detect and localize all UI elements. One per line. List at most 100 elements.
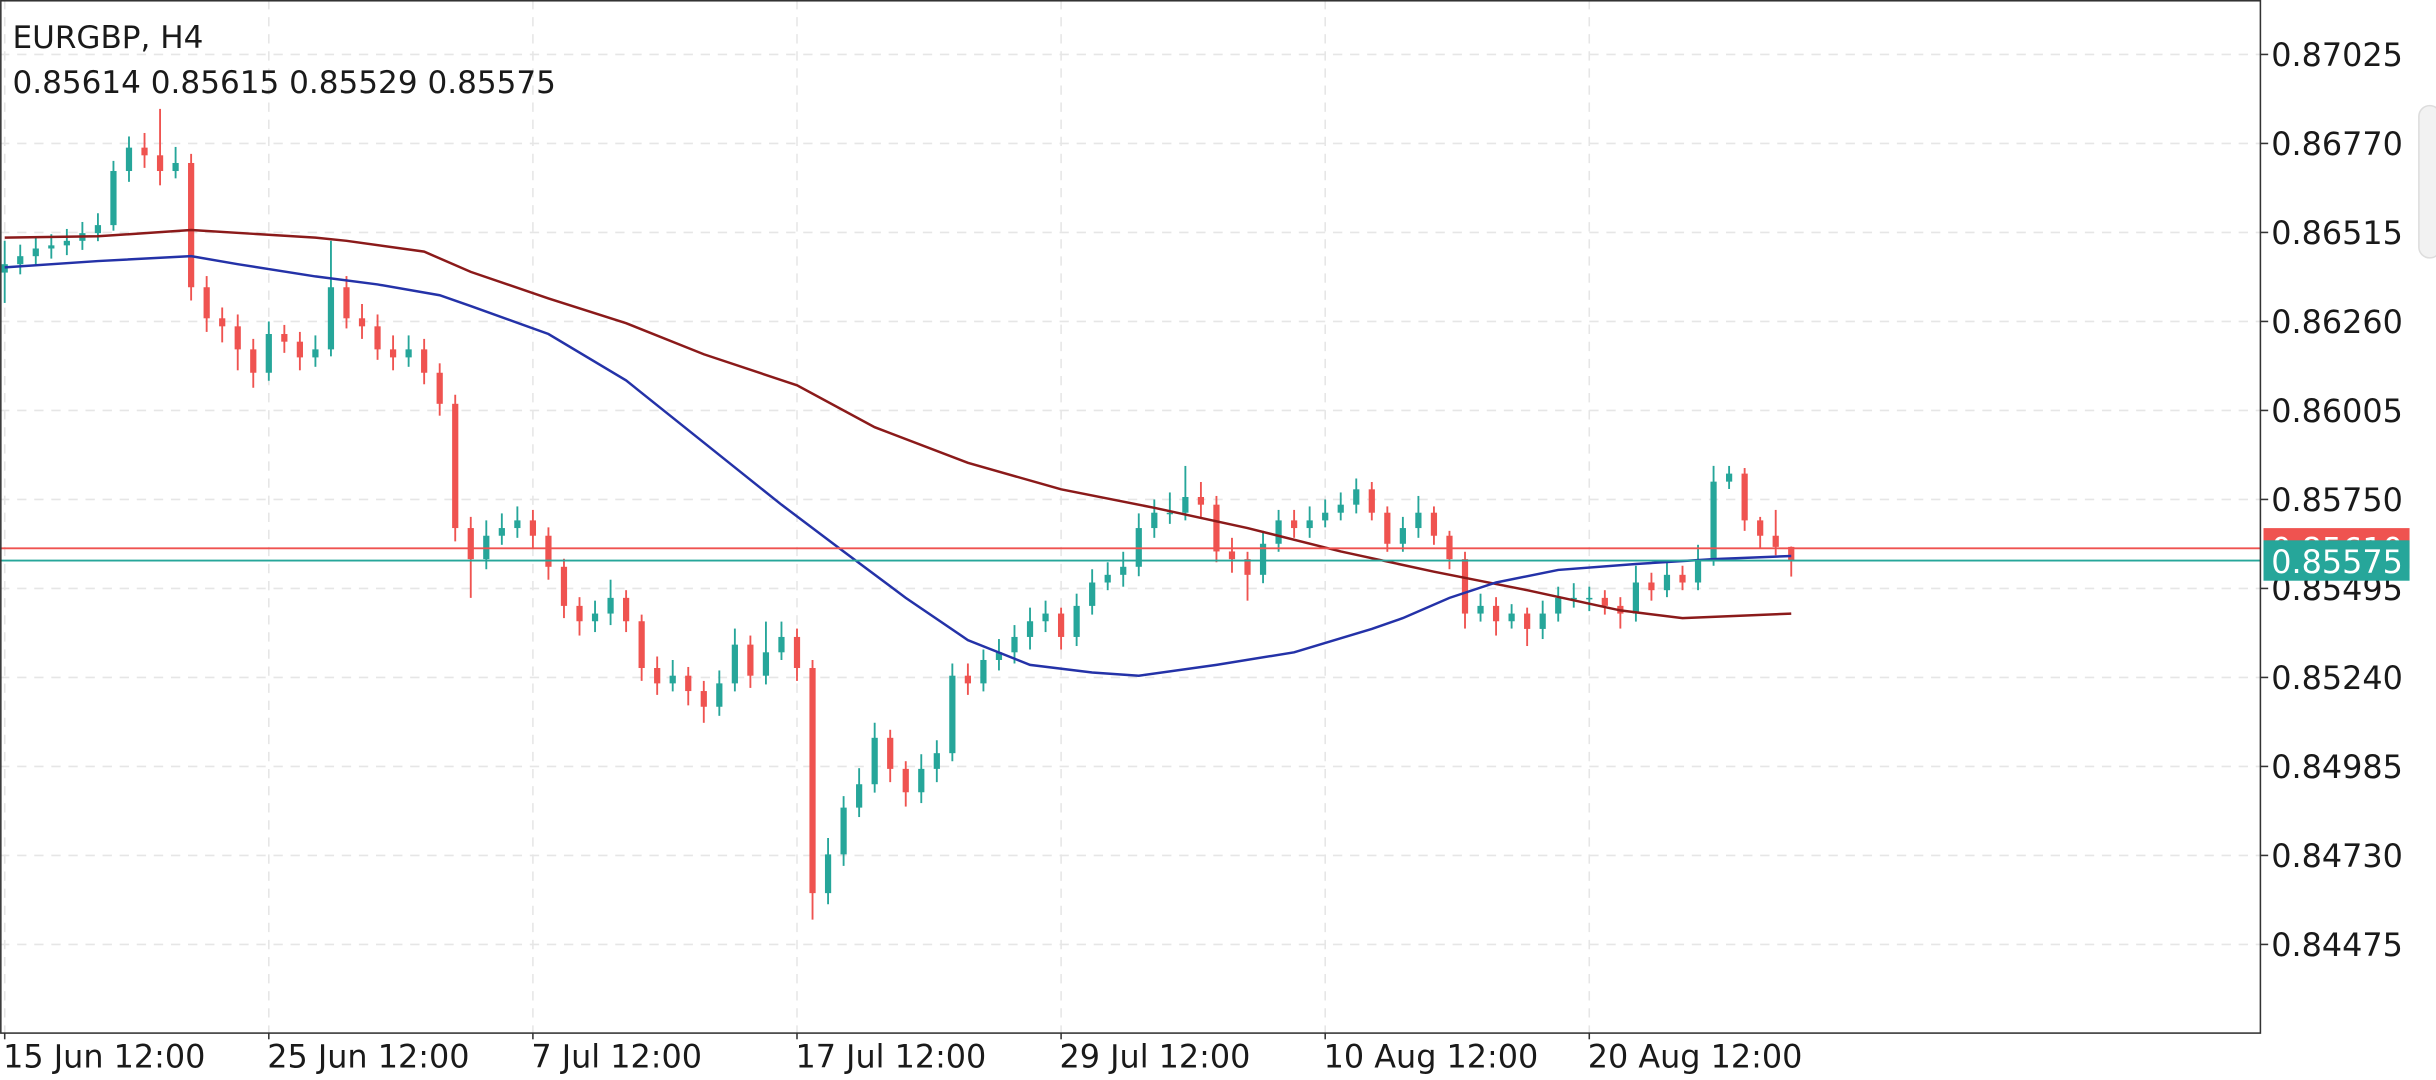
candle-body xyxy=(685,675,692,692)
candle-body xyxy=(1461,559,1469,614)
y-tick-label: 0.87025 xyxy=(2271,36,2403,74)
candle-body xyxy=(1244,559,1251,575)
candle-body xyxy=(32,248,39,257)
candle-body xyxy=(156,155,164,172)
y-tick-label: 0.84475 xyxy=(2271,926,2403,964)
x-tick-label: 15 Jun 12:00 xyxy=(3,1037,205,1075)
candle-body xyxy=(1120,566,1127,575)
x-tick-label: 29 Jul 12:00 xyxy=(1060,1037,1251,1075)
candle-body xyxy=(902,768,909,793)
plot-frame xyxy=(0,0,2262,1034)
candle-body xyxy=(887,737,894,769)
candle-body xyxy=(856,784,863,808)
candle-body xyxy=(125,147,133,172)
x-tick-label: 20 Aug 12:00 xyxy=(1588,1037,1803,1075)
candle-body xyxy=(1213,504,1220,552)
plot xyxy=(0,108,2261,920)
candle-body xyxy=(1337,504,1344,513)
candle-body xyxy=(1477,605,1484,614)
ohlc-header: 0.85614 0.85615 0.85529 0.85575 xyxy=(12,65,555,101)
candle-body xyxy=(1570,597,1577,600)
candle-body xyxy=(731,644,738,684)
candle-body xyxy=(343,287,350,319)
candle-body xyxy=(591,613,599,622)
candle-body xyxy=(1259,543,1267,575)
candle-body xyxy=(1492,605,1500,622)
x-tick-label: 10 Aug 12:00 xyxy=(1324,1037,1539,1075)
price-label-box xyxy=(2263,540,2410,581)
y-tick-label: 0.84985 xyxy=(2271,748,2403,786)
moving-average xyxy=(4,228,1792,620)
candle-body xyxy=(405,349,412,358)
side-tab[interactable] xyxy=(2418,104,2436,259)
candle-body xyxy=(452,403,459,529)
y-tick-label: 0.86260 xyxy=(2271,303,2403,341)
candle-body xyxy=(793,636,801,669)
candle-body xyxy=(1,264,8,273)
candle-body xyxy=(949,675,956,754)
candle-body xyxy=(1182,496,1189,513)
candle-body xyxy=(1741,473,1748,521)
candle-body xyxy=(1228,551,1236,560)
y-tick-label: 0.85240 xyxy=(2271,659,2403,697)
candle-body xyxy=(172,162,179,172)
candle-body xyxy=(809,668,816,894)
candle-body xyxy=(281,334,288,342)
x-tick-label: 7 Jul 12:00 xyxy=(531,1037,702,1075)
candle-body xyxy=(1601,597,1608,606)
candle-body xyxy=(840,807,847,855)
candle-body xyxy=(1710,481,1717,560)
candle-body xyxy=(358,318,366,327)
candle-body xyxy=(1632,582,1640,614)
candle-body xyxy=(327,287,335,350)
candle-body xyxy=(265,334,272,373)
price-label: 0.85575 xyxy=(2271,543,2403,581)
candle-body xyxy=(995,652,1003,660)
candle-body xyxy=(1073,605,1080,637)
candle-body xyxy=(1524,613,1531,629)
x-tick-label: 17 Jul 12:00 xyxy=(795,1037,986,1075)
candle-body xyxy=(1275,520,1282,544)
candle-body xyxy=(63,240,70,246)
candle-body xyxy=(1104,574,1111,583)
candle-body xyxy=(219,318,226,327)
candle-body xyxy=(436,372,443,404)
candle-body xyxy=(623,597,630,622)
candle-body xyxy=(1555,597,1562,614)
candle-body xyxy=(1057,613,1065,637)
candle-body xyxy=(716,683,723,707)
candle-body xyxy=(871,737,878,785)
candle-body xyxy=(421,349,428,373)
candle-body xyxy=(607,597,614,614)
candle-body xyxy=(94,225,102,234)
candle-body xyxy=(203,287,210,319)
candle-body xyxy=(467,528,474,560)
ohlc-high: 0.85615 xyxy=(151,65,279,101)
candle-body xyxy=(1197,496,1205,505)
candle-body xyxy=(296,341,303,358)
candle-body xyxy=(1694,559,1702,583)
candle-body xyxy=(250,349,257,373)
ohlc-open: 0.85614 xyxy=(12,65,140,101)
candle-body xyxy=(1757,520,1764,536)
candle-body xyxy=(1353,489,1360,505)
candle-body xyxy=(918,768,925,793)
candle-body xyxy=(700,691,707,707)
candle-body xyxy=(1648,582,1655,591)
candle-body xyxy=(188,162,195,288)
candle-body xyxy=(1788,546,1795,561)
candle-body xyxy=(1291,520,1298,529)
candle-body xyxy=(762,652,770,676)
candle-body xyxy=(389,349,397,358)
candle-body xyxy=(48,245,55,249)
candle-body xyxy=(638,621,645,669)
candle-body xyxy=(1042,613,1049,622)
chart-title: EURGBP, H4 xyxy=(12,20,203,56)
candle-body xyxy=(560,566,568,606)
candle-body xyxy=(964,675,971,684)
candle-body xyxy=(747,644,754,676)
candle-body xyxy=(234,326,241,350)
y-tick-label: 0.86770 xyxy=(2271,125,2403,163)
candle-body xyxy=(1772,535,1779,547)
